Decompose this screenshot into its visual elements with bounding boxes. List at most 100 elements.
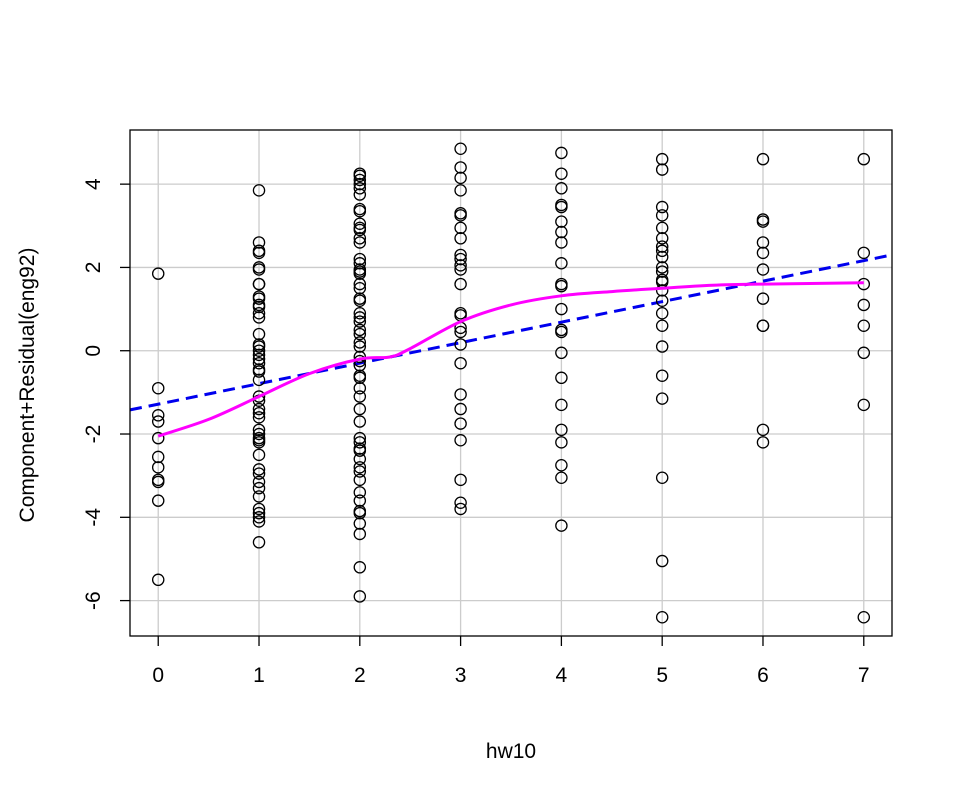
data-point: [353, 381, 367, 395]
data-point: [655, 471, 669, 484]
x-tick-label: 0: [152, 664, 164, 687]
data-point: [454, 356, 467, 370]
data-point: [454, 209, 467, 222]
data-point: [454, 473, 467, 487]
data-point: [252, 411, 266, 424]
data-point: [555, 200, 568, 214]
data-point: [655, 294, 669, 307]
data-point: [353, 561, 367, 574]
data-point: [353, 415, 367, 428]
data-point: [655, 221, 669, 235]
data-point: [252, 373, 266, 387]
data-point: [353, 436, 367, 449]
data-point: [353, 294, 367, 307]
data-point: [555, 371, 568, 385]
y-tick-label: 4: [82, 178, 105, 190]
data-point: [353, 506, 367, 520]
data-point: [353, 236, 367, 249]
data-point: [252, 463, 266, 476]
x-axis-label: hw10: [486, 740, 536, 763]
y-tick-label: 2: [82, 262, 105, 274]
data-point: [555, 182, 568, 195]
data-point: [756, 263, 770, 276]
data-point: [655, 265, 669, 278]
data-point: [151, 431, 165, 445]
data-point: [353, 452, 367, 466]
data-point: [555, 257, 568, 270]
data-point: [555, 302, 568, 316]
data-point: [353, 465, 367, 478]
data-point: [555, 346, 568, 360]
data-point: [353, 494, 367, 507]
data-point: [353, 173, 367, 187]
data-point: [353, 340, 367, 353]
data-point: [555, 519, 568, 532]
data-point: [857, 611, 871, 624]
data-point: [353, 444, 367, 457]
data-point: [353, 371, 367, 385]
data-point: [655, 250, 669, 264]
data-point: [353, 527, 367, 541]
data-point: [353, 306, 367, 320]
data-point: [555, 225, 568, 239]
data-point: [353, 311, 367, 324]
data-point: [454, 248, 467, 262]
data-point: [252, 448, 266, 462]
y-tick-label: -4: [82, 508, 105, 527]
x-tick-label: 7: [858, 664, 870, 687]
data-point: [454, 232, 467, 245]
data-point: [151, 475, 165, 489]
data-point: [252, 536, 266, 549]
data-point: [454, 277, 467, 291]
data-point: [252, 344, 266, 357]
data-point: [756, 152, 770, 166]
data-point: [555, 423, 568, 437]
data-point: [555, 167, 568, 180]
data-point: [655, 152, 669, 166]
data-point: [454, 502, 467, 516]
data-point: [857, 246, 871, 260]
data-point: [555, 471, 568, 484]
data-point: [151, 573, 165, 587]
data-point: [857, 298, 871, 312]
data-point: [252, 356, 266, 370]
least-squares-line-group: [129, 253, 893, 412]
data-point: [655, 200, 669, 214]
data-point: [252, 467, 266, 480]
least-squares-line: [129, 253, 893, 412]
data-point: [353, 277, 367, 291]
data-point: [353, 390, 367, 403]
data-point: [857, 346, 871, 360]
data-point: [252, 236, 266, 249]
data-point: [353, 223, 367, 237]
data-point: [353, 177, 367, 191]
smooth-line-group: [157, 281, 864, 438]
data-point: [655, 319, 669, 332]
data-point: [252, 352, 266, 366]
data-point: [252, 292, 266, 305]
data-point: [655, 244, 669, 258]
data-point: [756, 423, 770, 437]
y-tick-label: -6: [82, 591, 105, 610]
data-point: [655, 163, 669, 176]
data-point: [252, 184, 266, 197]
data-point: [756, 236, 770, 249]
data-point: [353, 486, 367, 499]
data-point: [252, 277, 266, 291]
data-point: [756, 215, 770, 228]
smooth-line: [157, 281, 864, 438]
data-point: [353, 431, 367, 445]
data-point: [252, 506, 266, 520]
data-point: [252, 390, 266, 403]
data-point: [555, 215, 568, 228]
data-point: [655, 369, 669, 382]
data-point: [655, 340, 669, 353]
data-point: [655, 554, 669, 568]
data-point: [655, 232, 669, 245]
data-point: [655, 209, 669, 222]
grid-lines: [130, 130, 892, 636]
data-point: [252, 311, 266, 324]
data-point: [555, 436, 568, 449]
plot-frame: [129, 129, 893, 637]
data-point: [454, 259, 467, 272]
